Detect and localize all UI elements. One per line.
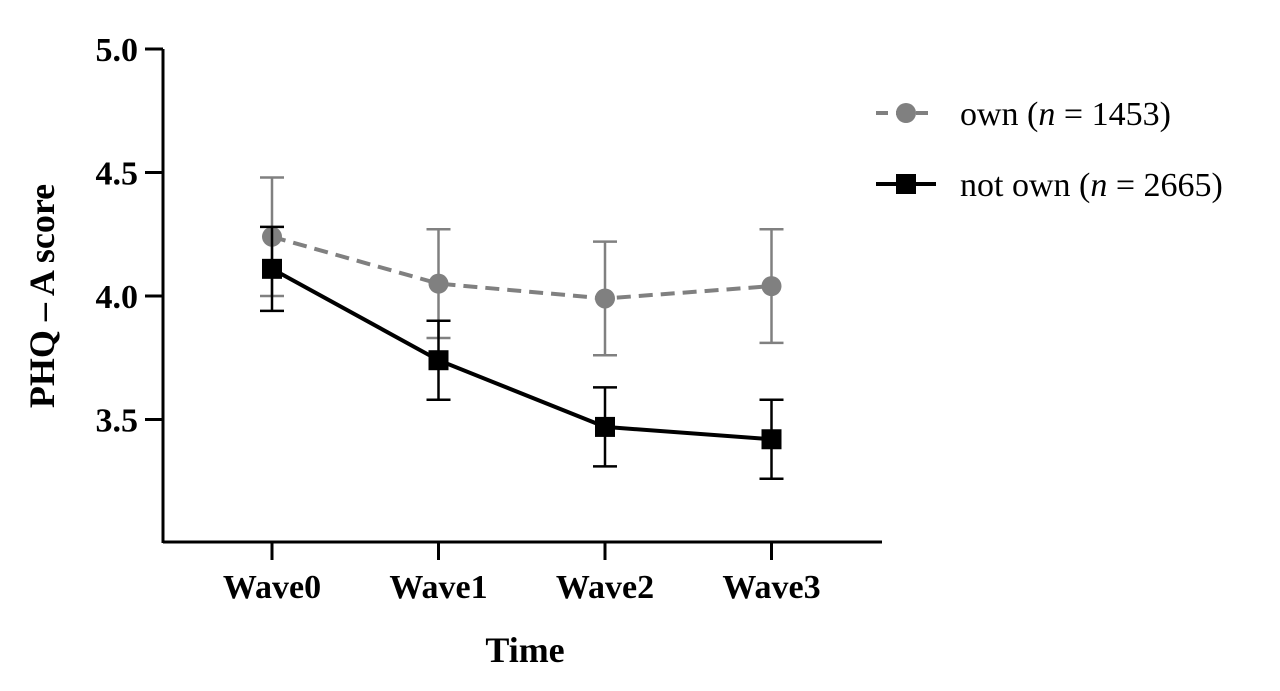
y-tick-label: 4.5	[96, 156, 139, 193]
legend-label-not-own: not own (n = 2665)	[960, 167, 1223, 204]
y-tick-label: 4.0	[96, 279, 139, 316]
y-axis-ticks: 3.5 4.0 4.5 5.0	[96, 32, 163, 440]
x-tick-label: Wave0	[223, 569, 321, 606]
y-tick-label: 5.0	[96, 32, 139, 69]
legend-marker-not-own	[896, 174, 916, 194]
plot-area	[260, 176, 784, 481]
data-point-not-own	[595, 416, 615, 437]
x-tick-label: Wave1	[389, 569, 487, 606]
series-not-own	[260, 225, 784, 481]
x-axis-title: Time	[485, 630, 564, 670]
y-axis-title: PHQ – A score	[22, 184, 62, 408]
legend-marker-own	[896, 103, 916, 123]
data-point-not-own	[428, 350, 449, 371]
legend-label-own: own (n = 1453)	[960, 96, 1171, 133]
y-tick-label: 3.5	[96, 403, 139, 440]
x-axis-ticks: Wave0 Wave1 Wave2 Wave3	[223, 542, 821, 606]
data-point-not-own	[761, 429, 782, 450]
series-line-own	[271, 234, 772, 301]
legend: own (n = 1453) not own (n = 2665)	[876, 96, 1223, 204]
series-line-not-own	[271, 267, 772, 442]
x-tick-label: Wave2	[556, 569, 654, 606]
x-tick-label: Wave3	[722, 569, 820, 606]
series-own	[260, 176, 784, 357]
data-point-own	[595, 288, 615, 309]
data-point-own	[761, 276, 782, 297]
data-point-own	[428, 273, 449, 294]
legend-item-not-own: not own (n = 2665)	[876, 167, 1223, 204]
legend-item-own: own (n = 1453)	[876, 96, 1171, 133]
data-point-not-own	[262, 258, 282, 279]
